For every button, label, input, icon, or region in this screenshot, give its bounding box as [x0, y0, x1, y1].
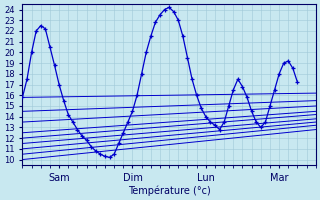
X-axis label: Température (°c): Température (°c): [128, 185, 211, 196]
